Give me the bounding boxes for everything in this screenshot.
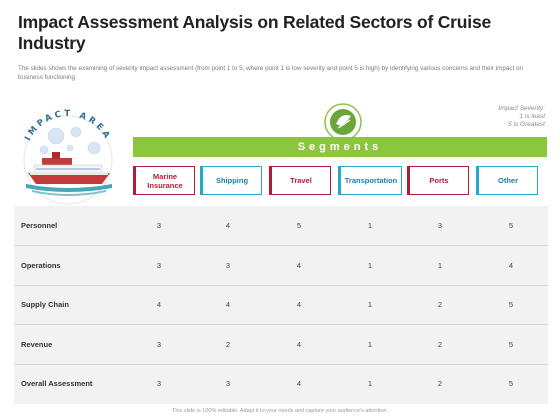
table-cell: 5 xyxy=(508,379,514,388)
segment-ports: Ports xyxy=(407,166,469,195)
segment-transportation: Transportation xyxy=(338,166,402,195)
table-row: Personnel 3 4 5 1 3 5 xyxy=(14,206,548,246)
segment-shipping: Shipping xyxy=(200,166,262,195)
table-cell: 4 xyxy=(296,300,302,309)
table-cell: 3 xyxy=(156,260,162,270)
table-cell: 3 xyxy=(156,379,162,388)
page-subtitle: The slides shows the examining of severi… xyxy=(18,65,524,81)
segments-header: Segments xyxy=(133,137,547,157)
severity-min: 1 is least xyxy=(519,113,545,120)
row-label: Operations xyxy=(21,260,61,270)
table-cell: 3 xyxy=(156,221,162,230)
table-cell: 3 xyxy=(225,379,231,388)
table-cell: 4 xyxy=(296,339,302,349)
row-label: Personnel xyxy=(21,221,58,230)
table-row: Operations 3 3 4 1 1 4 xyxy=(14,246,548,286)
table-cell: 4 xyxy=(225,221,231,230)
table-cell: 1 xyxy=(367,339,373,349)
table-cell: 4 xyxy=(296,379,302,388)
table-cell: 3 xyxy=(225,260,231,270)
table-row: Supply Chain 4 4 4 1 2 5 xyxy=(14,285,548,325)
row-label: Supply Chain xyxy=(21,300,69,309)
table-cell: 1 xyxy=(367,300,373,309)
table-row: Overall Assessment 3 3 4 1 2 5 xyxy=(14,364,548,403)
severity-legend: Impact Severity: 1 is least 5 is Greates… xyxy=(405,105,545,129)
segment-other: Other xyxy=(476,166,538,195)
table-cell: 4 xyxy=(296,260,302,270)
cruise-ship-icon: IMPACT AREA xyxy=(23,109,113,205)
row-label: Revenue xyxy=(21,339,53,349)
table-cell: 2 xyxy=(437,379,443,388)
table-cell: 4 xyxy=(508,260,514,270)
table-cell: 3 xyxy=(437,221,443,230)
table-cell: 4 xyxy=(225,300,231,309)
table-cell: 5 xyxy=(508,221,514,230)
table-cell: 3 xyxy=(156,339,162,349)
table-cell: 2 xyxy=(225,339,231,349)
table-cell: 1 xyxy=(437,260,443,270)
table-cell: 1 xyxy=(367,221,373,230)
row-label: Overall Assessment xyxy=(21,379,93,388)
virus-icon xyxy=(39,126,101,155)
table-cell: 5 xyxy=(296,221,302,230)
severity-title: Impact Severity: xyxy=(498,105,545,112)
segment-travel: Travel xyxy=(269,166,331,195)
page-title: Impact Assessment Analysis on Related Se… xyxy=(18,12,492,53)
segment-marine-insurance: Marine Insurance xyxy=(133,166,195,195)
table-cell: 5 xyxy=(508,300,514,309)
impact-area-illustration: IMPACT AREA xyxy=(12,100,120,208)
gear-leaf-icon xyxy=(323,102,363,142)
table-cell: 4 xyxy=(156,300,162,309)
table-cell: 2 xyxy=(437,300,443,309)
impact-table: Personnel 3 4 5 1 3 5 Operations 3 3 4 1 1 4 Supply Ch… xyxy=(14,206,548,404)
severity-max: 5 is Greatest xyxy=(508,121,545,128)
table-cell: 1 xyxy=(367,379,373,388)
footer-note: This slide is 100% editable. Adapt it to… xyxy=(172,408,388,414)
table-cell: 2 xyxy=(437,339,443,349)
table-cell: 1 xyxy=(367,260,373,270)
table-cell: 5 xyxy=(508,339,514,349)
table-row: Revenue 3 2 4 1 2 5 xyxy=(14,325,548,365)
